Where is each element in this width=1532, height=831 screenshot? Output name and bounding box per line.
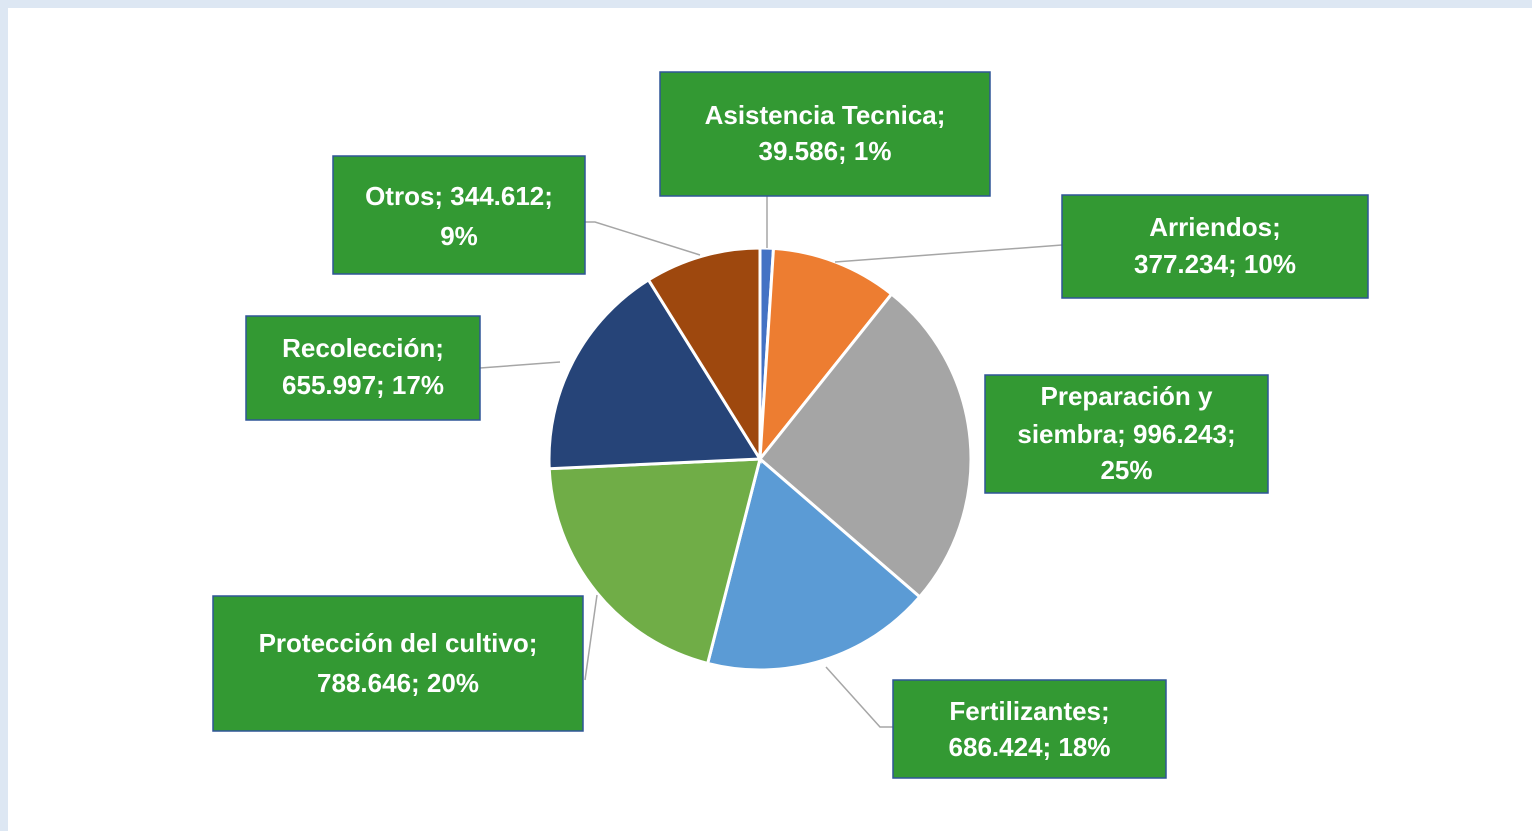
- data-label: 686.424; 18%: [949, 732, 1111, 762]
- data-label: 39.586; 1%: [759, 136, 892, 166]
- leader-line: [825, 666, 893, 728]
- data-label: Protección del cultivo;: [259, 628, 538, 658]
- data-label: 788.646; 20%: [317, 668, 479, 698]
- data-label: Fertilizantes;: [949, 696, 1109, 726]
- data-label-box: [332, 155, 586, 275]
- data-label: Asistencia Tecnica;: [705, 100, 946, 130]
- data-label: siembra; 996.243;: [1017, 419, 1235, 449]
- data-label: Recolección;: [282, 333, 444, 363]
- data-label: 9%: [440, 221, 478, 251]
- pie-slice: [547, 457, 762, 666]
- pie-slice: [757, 291, 973, 600]
- leader-line: [584, 594, 598, 681]
- data-label: 25%: [1100, 455, 1152, 485]
- data-label-box: [1061, 194, 1369, 299]
- leader-line: [479, 361, 561, 369]
- leader-line: [585, 221, 701, 256]
- data-label: Otros; 344.612;: [365, 181, 553, 211]
- pie-slice: [646, 246, 762, 465]
- pie-slice: [705, 456, 922, 672]
- leader-line: [834, 244, 1063, 263]
- data-label-box: [984, 374, 1269, 494]
- data-label: Preparación y: [1041, 381, 1214, 411]
- data-label: Arriendos;: [1149, 212, 1280, 242]
- data-label-box: [212, 595, 584, 732]
- data-label: 655.997; 17%: [282, 370, 444, 400]
- pie-slice: [547, 277, 763, 471]
- data-label-box: [659, 71, 991, 197]
- data-label-box: [892, 679, 1167, 779]
- data-label-box: [245, 315, 481, 421]
- data-label: 377.234; 10%: [1134, 249, 1296, 279]
